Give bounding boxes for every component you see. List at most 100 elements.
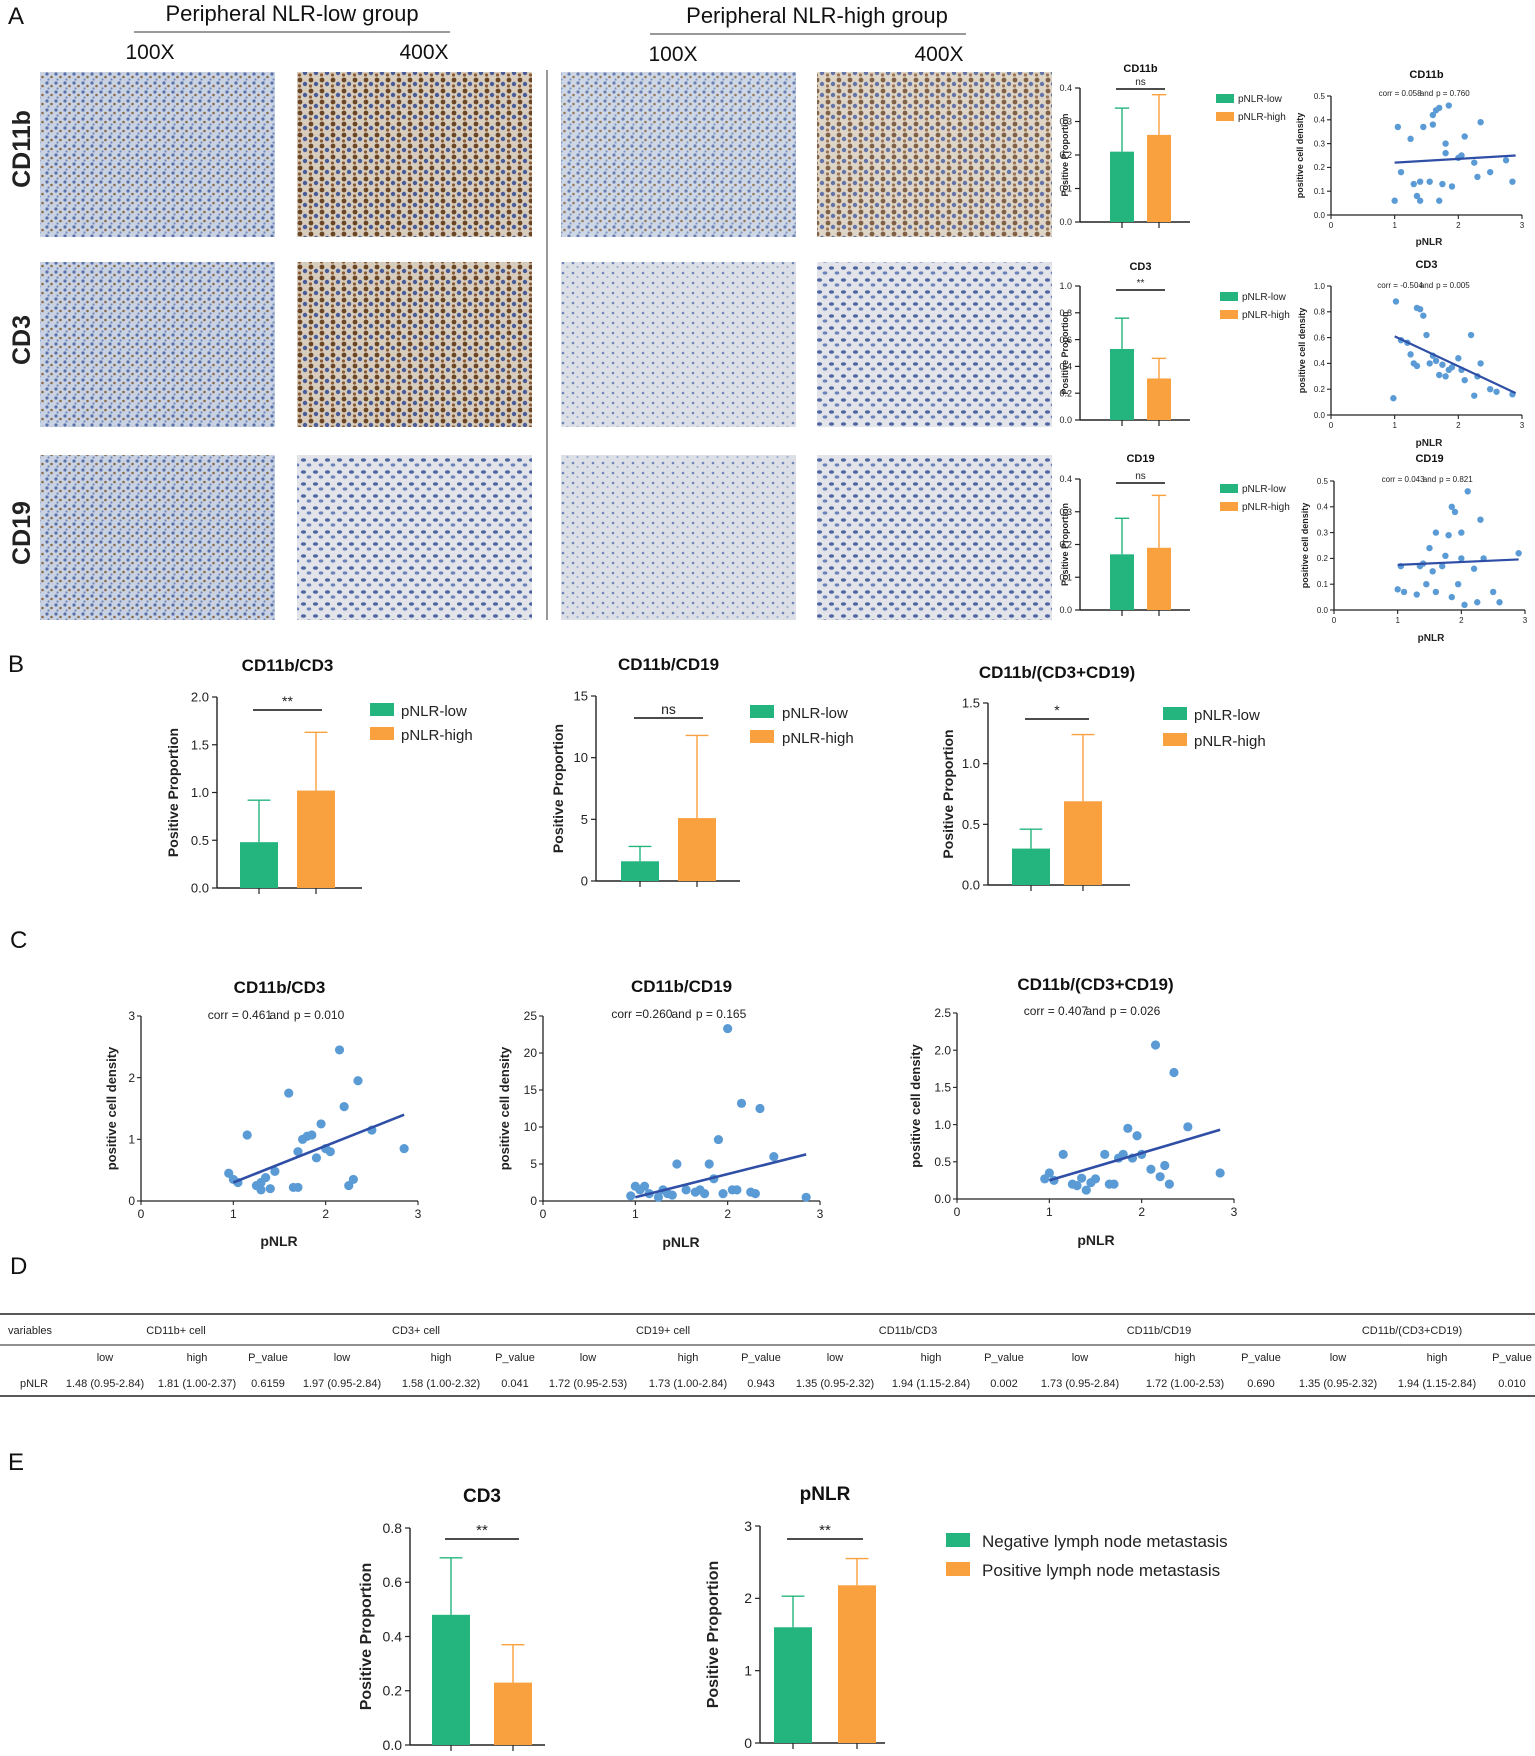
chart-title: CD11b/CD3 [234,978,326,997]
annotation-and: and [671,1007,691,1021]
table-subheader: high [187,1352,208,1364]
scatter-point [1448,364,1456,371]
y-tick-label: 0.0 [962,878,980,893]
mag-label-high-100x: 100X [648,43,697,66]
annotation-corr: corr = 0.461 [208,1008,273,1022]
y-tick-label: 0.2 [1314,163,1326,172]
annotation-p: p = 0.165 [696,1007,747,1021]
bar-chart-b_cd11b_cd19: CD11b/CD19 0 5 10 15 Positive Proportion ns [550,655,740,889]
scatter-point [1146,1164,1156,1174]
y-tick-label: 0.4 [1059,83,1072,93]
scatter-point [1496,599,1503,606]
table-subheader: high [1175,1352,1196,1364]
annotation-corr: corr =0.260 [611,1007,672,1021]
scatter-point [1429,568,1436,575]
x-tick-label: 0 [138,1207,145,1221]
legend-label-positive-ln: Positive lymph node metastasis [982,1561,1220,1580]
x-tick-label: 0 [540,1207,547,1221]
x-tick-label: 1 [230,1207,237,1221]
micrograph-cd3-low-400x [297,262,532,427]
x-tick-label: 1 [1392,221,1397,230]
x-tick-label: 2 [724,1207,731,1221]
table-subheader: high [921,1352,942,1364]
y-tick-label: 1.5 [962,696,980,711]
table-cell: 0.690 [1247,1378,1275,1390]
scatter-point [1413,362,1421,370]
panel-label-a: A [8,3,24,30]
x-tick-label: 0 [954,1205,961,1219]
scatter-point [704,1159,714,1169]
chart-title: CD19 [1415,453,1443,465]
y-tick-label: 3 [128,1009,135,1023]
y-tick-label: 1 [744,1663,752,1679]
scatter-point [1439,361,1446,368]
annotation-and: and [1085,1004,1105,1018]
table-subheader: low [827,1352,844,1364]
scatter-point [1439,562,1446,570]
x-tick-label: 2 [1456,421,1461,430]
scatter-point [334,1045,345,1055]
table-cell: 1.48 (0.95-2.84) [66,1378,144,1390]
scatter-point [1215,1168,1225,1178]
trend-line [635,1153,807,1199]
chart-title: CD3 [1129,261,1151,273]
micrograph-cd11b-high-100x [561,72,796,237]
legend-label-pnlr-low: pNLR-low [1238,94,1283,105]
annotation-p: p = 0.026 [1110,1004,1161,1018]
scatter-point [293,1182,303,1193]
scatter-point [1448,593,1455,601]
legend-swatch-pnlr-low [1220,484,1238,493]
table-group-header: CD11b/CD19 [1127,1325,1192,1337]
scatter-point [1426,360,1433,367]
scatter-point [713,1134,724,1145]
chart-title: CD11b/CD3 [242,656,334,675]
scatter-point [1426,544,1433,552]
scatter-point [325,1147,335,1157]
y-tick-label: 0 [530,1194,537,1208]
annotation-and: and [269,1008,289,1022]
table-subheader: P_value [248,1352,288,1364]
group-label-low: Peripheral NLR-low group [165,1,418,26]
scatter-point [1109,1179,1119,1189]
y-tick-label: 0.0 [1059,415,1072,425]
bar-first [1110,348,1134,420]
table-cell: 1.35 (0.95-2.32) [1299,1378,1377,1390]
y-tick-label: 1 [128,1133,135,1147]
y-tick-label: 0.3 [1059,117,1072,127]
y-tick-label: 0.0 [191,881,209,896]
scatter-point [1432,357,1440,365]
legend-swatch-pnlr-high [1163,733,1187,746]
x-tick-label: 3 [1520,221,1525,230]
panel-label-c: C [10,927,27,954]
x-tick-label: 1 [1392,421,1397,430]
annotation-and: and [1420,89,1433,98]
annotation-corr: corr = 0.058 [1379,89,1422,98]
table-cell: 1.72 (0.95-2.53) [549,1378,627,1390]
x-tick-label: 0 [1329,421,1334,430]
scatter-point [316,1119,326,1129]
significance-label: ** [819,1522,831,1539]
annotation-corr: corr = -0.504 [1377,281,1423,290]
y-tick-label: 2.0 [191,690,209,705]
table-subheader: P_value [1492,1352,1532,1364]
table-cell: 1.73 (1.00-2.84) [649,1378,727,1390]
y-tick-label: 2.0 [934,1043,951,1057]
stain-label-cd3: CD3 [8,315,36,365]
x-tick-label: 1 [632,1207,639,1221]
scatter-point [1183,1122,1193,1132]
scatter-point [1471,159,1478,166]
scatter-point [261,1172,271,1183]
table-cell: 1.81 (1.00-2.37) [158,1378,236,1390]
scatter-point [1471,392,1478,399]
scatter-point [1477,516,1484,523]
table-cells: CD11b+ cell CD3+ cell CD19+ cell CD11b/CD3 C… [66,1325,1532,1390]
scatter-point [1445,102,1452,109]
annotation-p: p = 0.760 [1436,89,1470,98]
stain-label-cd19: CD19 [8,501,36,565]
y-axis-label: Positive Proportion [165,728,181,857]
bar-second [1147,378,1171,420]
annotation-p: p = 0.010 [294,1008,345,1022]
significance-label: ns [661,701,676,717]
y-axis-label: positive cell density [497,1046,512,1170]
y-tick-label: 0.2 [383,1683,403,1699]
